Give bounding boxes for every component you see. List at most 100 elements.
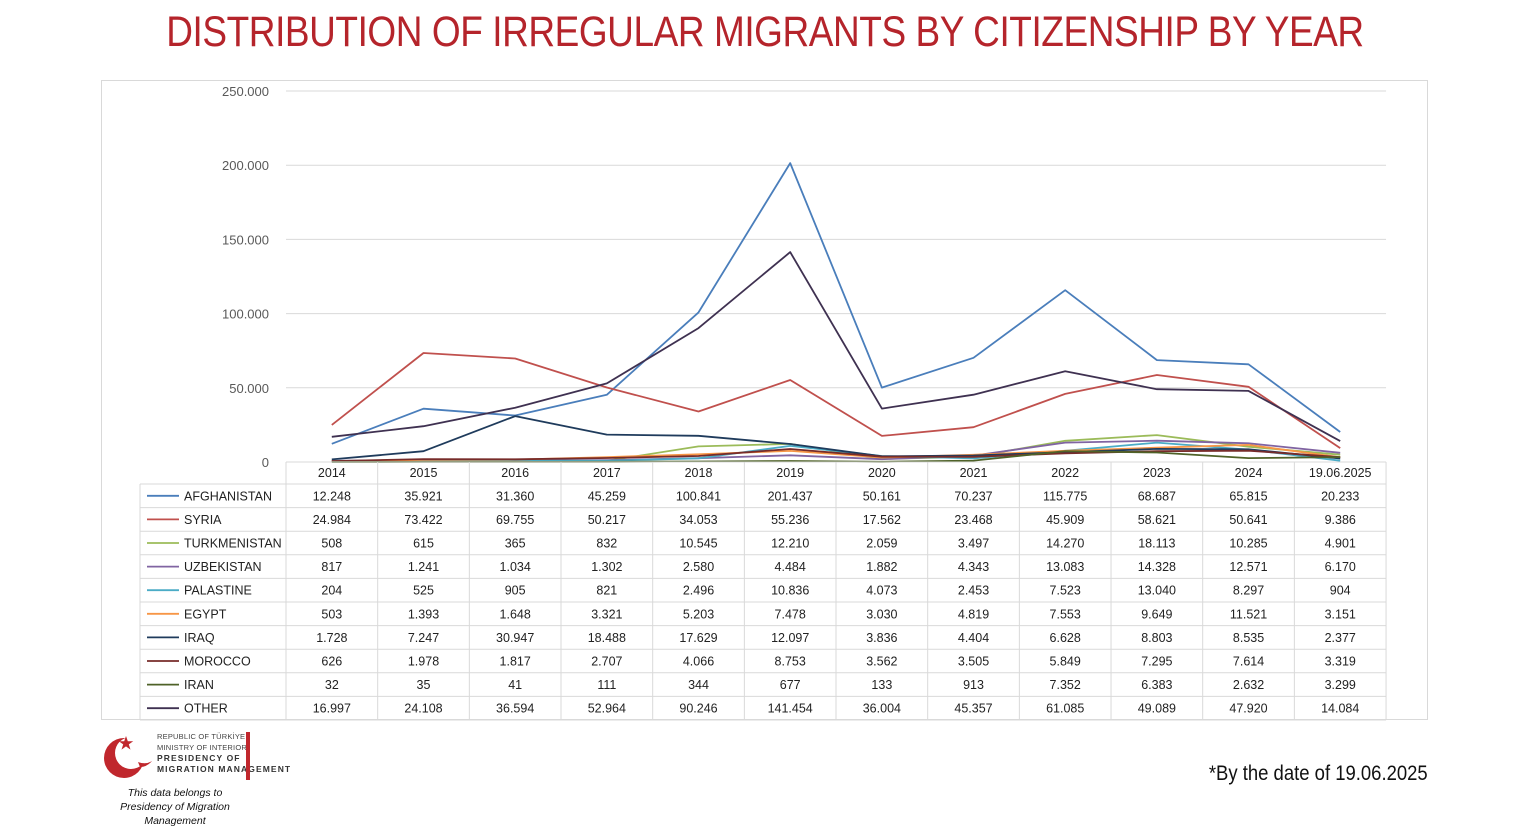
data-label: 2.453 [958, 584, 989, 598]
data-label: 1.817 [500, 655, 531, 669]
data-label: 3.321 [591, 607, 622, 621]
data-label: 4.343 [958, 560, 989, 574]
data-label: 2.496 [683, 584, 714, 598]
x-category-label: 2024 [1235, 466, 1263, 480]
data-label: 7.553 [1050, 607, 1081, 621]
legend-entry: IRAQ [184, 631, 215, 645]
data-label: 4.066 [683, 655, 714, 669]
data-label: 41 [508, 678, 522, 692]
data-label: 204 [321, 584, 342, 598]
y-tick-label: 250.000 [222, 84, 269, 99]
data-label: 6.628 [1050, 631, 1081, 645]
data-label: 9.386 [1325, 513, 1356, 527]
legend-entry: IRAN [184, 678, 214, 692]
data-label: 49.089 [1138, 702, 1176, 716]
data-label: 832 [596, 537, 617, 551]
data-label: 115.775 [1043, 489, 1087, 503]
ministry-logo-text: REPUBLIC OF TÜRKİYE MINISTRY OF INTERIOR… [157, 732, 290, 774]
data-label: 201.437 [768, 489, 813, 503]
data-label: 17.629 [679, 631, 717, 645]
x-category-label: 2016 [501, 466, 529, 480]
data-label: 111 [597, 678, 616, 692]
x-category-label: 2020 [868, 466, 896, 480]
data-label: 1.728 [316, 631, 347, 645]
data-label: 904 [1330, 584, 1351, 598]
data-label: 10.285 [1229, 537, 1267, 551]
data-label: 3.151 [1325, 607, 1356, 621]
data-label: 65.815 [1229, 489, 1267, 503]
credit-line-1: This data belongs to [127, 787, 223, 799]
data-label: 508 [321, 537, 342, 551]
data-label: 5.203 [683, 607, 714, 621]
y-tick-label: 0 [262, 455, 269, 470]
series-line [331, 352, 1341, 449]
data-label: 817 [321, 560, 342, 574]
data-label: 5.849 [1050, 655, 1081, 669]
data-label: 525 [413, 584, 434, 598]
data-label: 3.497 [958, 537, 989, 551]
data-label: 12.097 [771, 631, 809, 645]
data-label: 2.632 [1233, 678, 1264, 692]
data-label: 1.978 [408, 655, 439, 669]
data-label: 61.085 [1046, 702, 1084, 716]
data-label: 3.562 [866, 655, 897, 669]
legend-entry: PALASTINE [184, 584, 252, 598]
data-label: 3.319 [1325, 655, 1356, 669]
data-label: 34.053 [679, 513, 717, 527]
legend-entry: MOROCCO [184, 655, 251, 669]
x-category-label: 2015 [410, 466, 438, 480]
data-label: 7.523 [1050, 584, 1081, 598]
legend-entry: SYRIA [184, 513, 222, 527]
data-label: 7.295 [1141, 655, 1172, 669]
data-label: 677 [780, 678, 801, 692]
data-label: 30.947 [496, 631, 534, 645]
logo-divider-bar [246, 732, 250, 780]
data-label: 905 [505, 584, 526, 598]
x-category-label: 2021 [960, 466, 988, 480]
data-label: 31.360 [496, 489, 534, 503]
y-tick-label: 100.000 [222, 307, 269, 322]
data-label: 7.478 [775, 607, 806, 621]
data-label: 821 [596, 584, 617, 598]
data-label: 8.297 [1233, 584, 1264, 598]
data-label: 69.755 [496, 513, 534, 527]
data-label: 45.259 [588, 489, 626, 503]
x-category-label: 2023 [1143, 466, 1171, 480]
data-label: 9.649 [1141, 607, 1172, 621]
data-label: 4.073 [866, 584, 897, 598]
legend-entry: TURKMENISTAN [184, 537, 282, 551]
chart-title: DISTRIBUTION OF IRREGULAR MIGRANTS BY CI… [166, 8, 1364, 56]
data-label: 1.034 [500, 560, 531, 574]
data-label: 141.454 [768, 702, 813, 716]
data-label: 55.236 [771, 513, 809, 527]
legend-entry: EGYPT [184, 607, 227, 621]
data-label: 615 [413, 537, 434, 551]
logo-line-presidency: PRESIDENCY OF [157, 753, 241, 763]
data-label: 58.621 [1138, 513, 1176, 527]
data-label: 14.084 [1321, 702, 1359, 716]
data-label: 7.614 [1233, 655, 1264, 669]
legend-entry: OTHER [184, 702, 228, 716]
data-label: 35.921 [404, 489, 442, 503]
data-label: 2.377 [1325, 631, 1356, 645]
legend-entry: AFGHANISTAN [184, 489, 272, 503]
y-tick-label: 150.000 [222, 232, 269, 247]
data-label: 8.535 [1233, 631, 1264, 645]
data-label: 68.687 [1138, 489, 1176, 503]
data-label: 50.217 [588, 513, 626, 527]
data-label: 73.422 [404, 513, 442, 527]
x-category-label: 2014 [318, 466, 346, 480]
data-label: 10.545 [679, 537, 717, 551]
data-label: 1.393 [408, 607, 439, 621]
data-label: 4.404 [958, 631, 989, 645]
data-label: 1.302 [591, 560, 622, 574]
x-category-label: 2022 [1051, 466, 1079, 480]
data-label: 50.641 [1229, 513, 1267, 527]
data-label: 12.248 [313, 489, 351, 503]
data-label: 8.753 [775, 655, 806, 669]
data-label: 4.484 [775, 560, 806, 574]
data-label: 4.819 [958, 607, 989, 621]
data-label: 12.210 [771, 537, 809, 551]
data-label: 45.909 [1046, 513, 1084, 527]
data-label: 3.299 [1325, 678, 1356, 692]
